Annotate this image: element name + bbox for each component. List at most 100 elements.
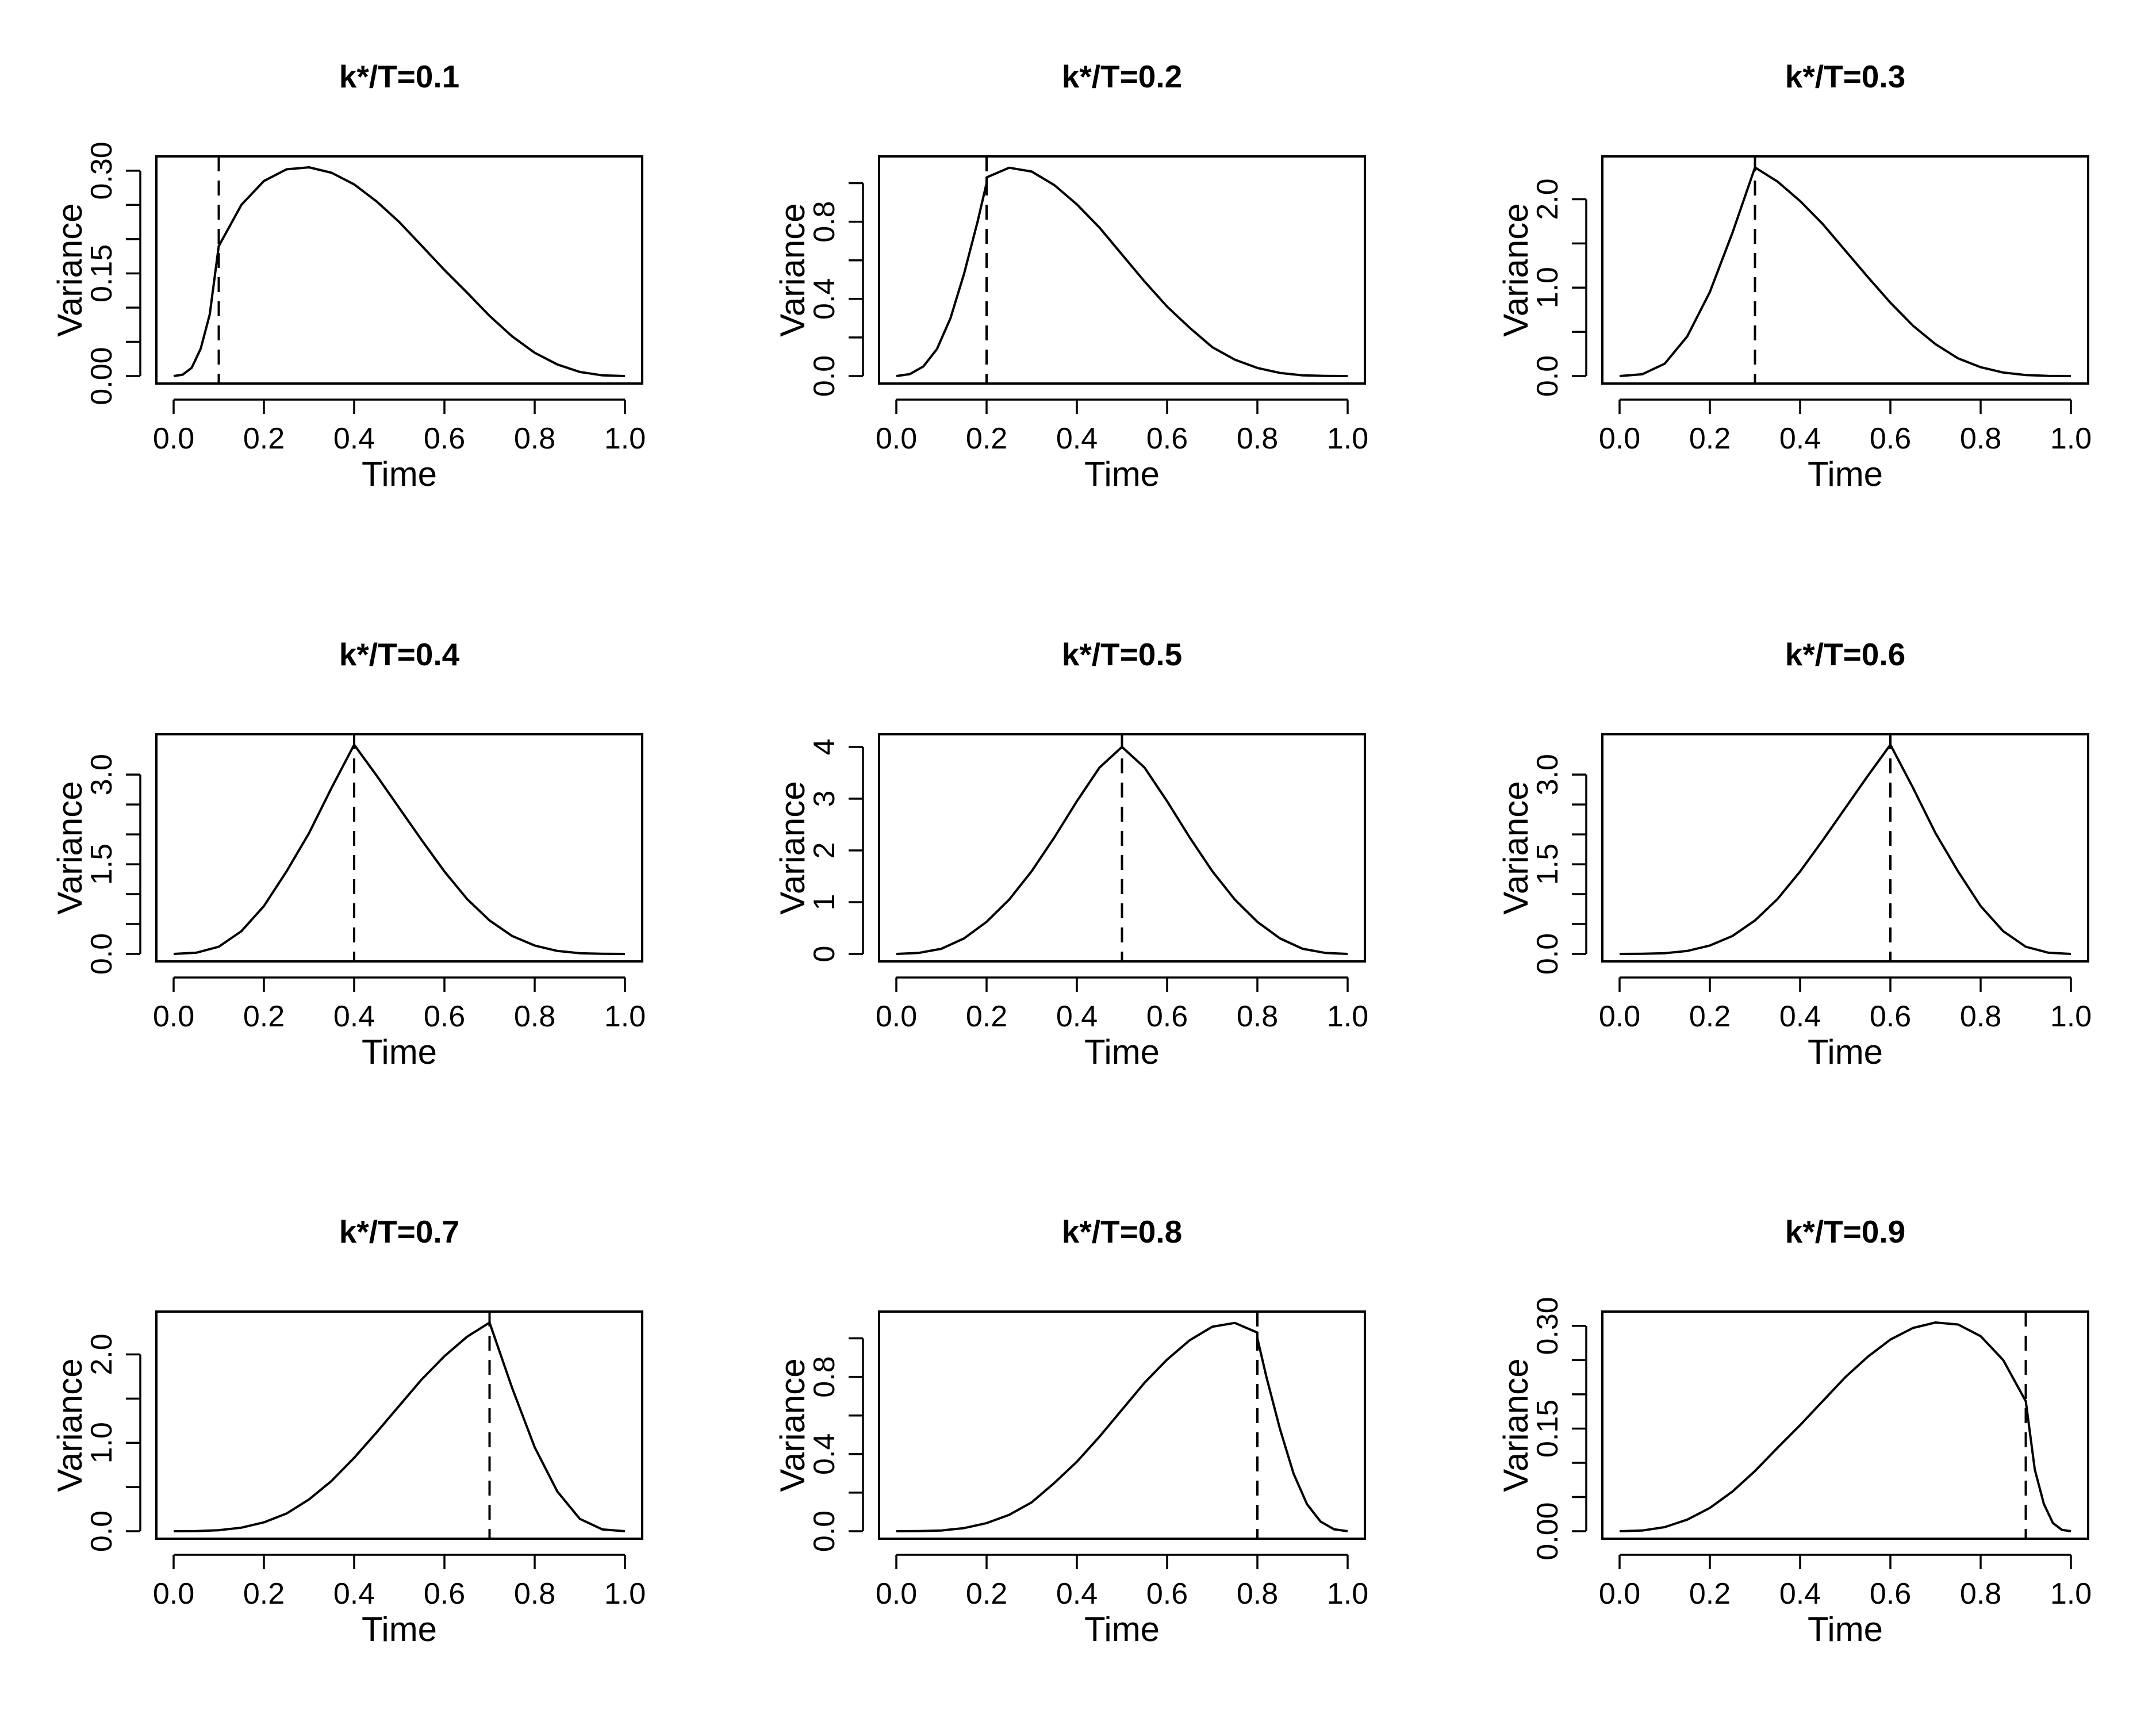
panel-1: k*/T=0.1 0.0 0.2 0.4 0.6 0.8 1.0 Time 0.00 0.15 0.… — [51, 59, 646, 493]
y-tick-label: 0.8 — [808, 1356, 841, 1397]
x-tick-label: 0.8 — [1237, 1000, 1278, 1033]
y-tick-label: 2.0 — [85, 1333, 118, 1375]
x-tick-label: 0.0 — [876, 1577, 917, 1611]
variance-curve — [1619, 1321, 2071, 1532]
x-tick-label: 0.4 — [1779, 1577, 1821, 1611]
x-tick-label: 1.0 — [2050, 422, 2092, 455]
y-tick-label: 1.0 — [1531, 267, 1564, 308]
panel-title: k*/T=0.4 — [339, 637, 460, 672]
y-tick-label: 1.5 — [85, 844, 118, 885]
panel-7: k*/T=0.7 0.0 0.2 0.4 0.6 0.8 1.0 Time 0.0 1.0 2.0V… — [51, 1214, 646, 1649]
x-tick-label: 0.8 — [1960, 1577, 2001, 1611]
x-tick-label: 0.2 — [243, 422, 285, 455]
panel-title: k*/T=0.8 — [1062, 1214, 1182, 1249]
x-tick-label: 0.0 — [876, 1000, 917, 1033]
y-tick-label: 0.0 — [808, 355, 841, 397]
panel-8: k*/T=0.80.0 0.2 0.4 0.6 0.8 1.0Time0.00.40.8V… — [773, 1214, 1368, 1649]
x-axis-label: Time — [362, 455, 437, 493]
variance-curve — [1619, 743, 2071, 955]
y-tick-label: 0.4 — [808, 1433, 841, 1475]
y-tick-label: 3.0 — [85, 754, 118, 795]
x-tick-label: 0.2 — [966, 422, 1007, 455]
plot-frame — [1601, 1310, 2089, 1540]
x-tick-label: 0.2 — [243, 1577, 285, 1611]
panel-title: k*/T=0.2 — [1062, 59, 1182, 94]
y-axis-label: Variance — [773, 781, 812, 914]
x-tick-label: 0.0 — [153, 1577, 194, 1611]
x-tick-label: 1.0 — [604, 1577, 646, 1611]
y-axis-label: Variance — [51, 781, 89, 914]
x-tick-label: 0.8 — [514, 1577, 555, 1611]
y-axis-label: Variance — [51, 203, 89, 336]
x-tick-label: 0.4 — [1056, 422, 1098, 455]
y-tick-label: 0.15 — [1531, 1400, 1564, 1458]
panel-title: k*/T=0.9 — [1785, 1214, 1905, 1249]
x-tick-label: 0.4 — [1779, 422, 1821, 455]
panel-4: k*/T=0.4 0.0 0.2 0.4 0.6 0.8 1.0 Time 0.0 1.5 3.0V… — [51, 637, 646, 1071]
variance-curve — [896, 166, 1348, 377]
x-tick-label: 1.0 — [1327, 1000, 1368, 1033]
y-axis-label: Variance — [773, 1358, 812, 1492]
variance-curve — [1619, 166, 2071, 377]
panel-title: k*/T=0.3 — [1785, 59, 1905, 94]
y-tick-label: 0.15 — [85, 244, 118, 302]
variance-curve — [896, 746, 1348, 955]
plot-frame — [155, 1310, 643, 1540]
x-tick-label: 1.0 — [1327, 1577, 1368, 1611]
y-tick-label: 1 — [808, 894, 841, 911]
y-tick-label: 4 — [808, 739, 841, 756]
x-axis-label: Time — [1084, 455, 1160, 493]
x-tick-label: 0.6 — [1870, 1577, 1911, 1611]
y-tick-label: 0.0 — [808, 1511, 841, 1552]
x-axis-label: Time — [1084, 1033, 1160, 1071]
x-tick-label: 0.8 — [514, 1000, 555, 1033]
plot-frame — [1601, 733, 2089, 963]
y-tick-label: 1.0 — [85, 1422, 118, 1463]
panel-6: k*/T=0.6 0.0 0.2 0.4 0.6 0.8 1.0 Time 0.0 1.5 3.0V… — [1497, 637, 2092, 1071]
x-tick-label: 0.0 — [153, 1000, 194, 1033]
x-tick-label: 0.0 — [1599, 1000, 1640, 1033]
x-tick-label: 0.6 — [1146, 1000, 1188, 1033]
x-tick-label: 0.0 — [876, 422, 917, 455]
x-tick-label: 0.6 — [1870, 422, 1911, 455]
x-tick-label: 0.4 — [1056, 1000, 1098, 1033]
x-tick-label: 0.2 — [243, 1000, 285, 1033]
y-axis-label: Variance — [51, 1358, 89, 1492]
panel-5: k*/T=0.5 0.0 0.2 0.4 0.6 0.8 1.0 Time 0 1 2 3 4 Varia… — [773, 637, 1368, 1071]
x-tick-label: 1.0 — [604, 422, 646, 455]
x-tick-label: 1.0 — [604, 1000, 646, 1033]
y-tick-label: 0.00 — [1531, 1502, 1564, 1560]
panel-title: k*/T=0.6 — [1785, 637, 1905, 672]
panel-2: k*/T=0.20.0 0.2 0.4 0.6 0.8 1.0Time0.00.40.8V… — [773, 59, 1368, 493]
y-tick-label: 0.4 — [808, 278, 841, 320]
y-tick-label: 2 — [808, 842, 841, 859]
variance-curve — [173, 743, 626, 955]
x-tick-label: 0.0 — [1599, 1577, 1640, 1611]
panel-title: k*/T=0.5 — [1062, 637, 1182, 672]
y-tick-label: 0.00 — [85, 347, 118, 405]
x-tick-label: 1.0 — [2050, 1000, 2092, 1033]
plot-frame — [155, 733, 643, 963]
variance-curve — [173, 1321, 626, 1532]
x-tick-label: 0.8 — [1237, 1577, 1278, 1611]
y-tick-label: 2.0 — [1531, 178, 1564, 220]
y-tick-label: 0.0 — [85, 933, 118, 975]
x-tick-label: 0.4 — [1779, 1000, 1821, 1033]
plot-frame — [878, 155, 1366, 385]
panel-title: k*/T=0.7 — [339, 1214, 459, 1249]
x-tick-label: 0.2 — [1689, 1000, 1731, 1033]
x-axis-label: Time — [362, 1610, 437, 1649]
x-tick-label: 0.2 — [1689, 1577, 1731, 1611]
x-tick-label: 0.6 — [1146, 422, 1188, 455]
x-tick-label: 0.0 — [1599, 422, 1640, 455]
y-tick-label: 0.0 — [1531, 355, 1564, 397]
x-axis-label: Time — [1808, 1033, 1883, 1071]
x-tick-label: 0.6 — [1146, 1577, 1188, 1611]
panel-9: k*/T=0.9 0.0 0.2 0.4 0.6 0.8 1.0 Time 0.00 0.15 0.… — [1497, 1214, 2092, 1649]
y-tick-label: 0.30 — [1531, 1297, 1564, 1355]
x-tick-label: 0.8 — [1960, 1000, 2001, 1033]
x-tick-label: 0.2 — [966, 1577, 1007, 1611]
y-tick-label: 0.30 — [85, 141, 118, 200]
y-tick-label: 0.0 — [1531, 933, 1564, 975]
